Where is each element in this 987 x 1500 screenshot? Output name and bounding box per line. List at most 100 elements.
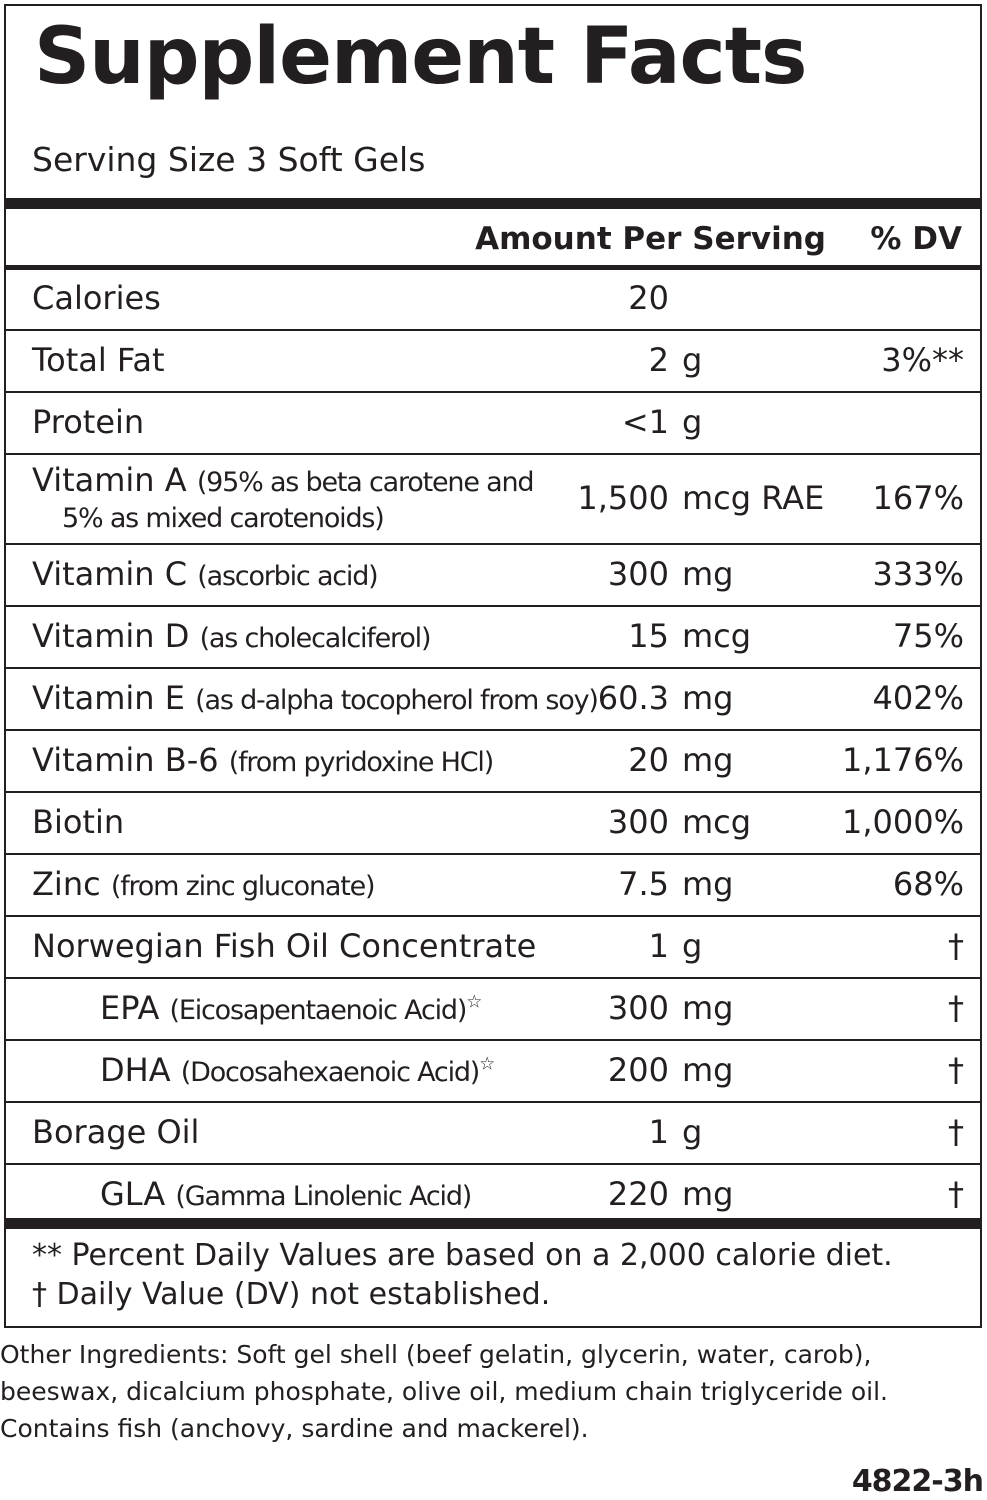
nutrient-label: EPA bbox=[100, 989, 160, 1027]
amount-quantity: 7.5 bbox=[618, 865, 669, 903]
nutrient-row: Vitamin C (ascorbic acid) 300 mg 333% bbox=[6, 545, 980, 607]
nutrient-row: Vitamin B-6 (from pyridoxine HCl) 20 mg 1,1… bbox=[6, 731, 980, 793]
footnote: † Daily Value (DV) not established. bbox=[32, 1277, 551, 1312]
nutrient-name: Vitamin A (95% as beta carotene and bbox=[32, 461, 535, 499]
nutrient-label: Zinc bbox=[32, 865, 101, 903]
nutrient-detail: (as d-alpha tocopherol from soy) bbox=[195, 685, 599, 716]
daily-value: † bbox=[948, 927, 964, 965]
nutrient-name: Biotin bbox=[32, 803, 124, 841]
nutrient-row: Vitamin E (as d-alpha tocopherol from so… bbox=[6, 669, 980, 731]
serving-size: Serving Size 3 Soft Gels bbox=[32, 140, 426, 179]
amount-quantity: 300 bbox=[607, 555, 669, 593]
nutrient-label: Vitamin C bbox=[32, 555, 188, 593]
daily-value: 3%** bbox=[881, 341, 964, 379]
nutrient-name: Vitamin B-6 (from pyridoxine HCl) bbox=[32, 741, 494, 779]
nutrient-label: Borage Oil bbox=[32, 1113, 200, 1151]
amount-unit: mg bbox=[682, 1175, 734, 1213]
nutrient-label: Vitamin D bbox=[32, 617, 190, 655]
nutrient-row: DHA (Docosahexaenoic Acid)☆ 200 mg † bbox=[6, 1041, 980, 1103]
facts-panel: Supplement Facts Serving Size 3 Soft Gel… bbox=[4, 4, 982, 1328]
amount-unit: g bbox=[682, 1113, 703, 1151]
amount-unit: mcg RAE bbox=[682, 479, 825, 517]
amount-quantity: 200 bbox=[607, 1051, 669, 1089]
divider bbox=[6, 198, 980, 209]
daily-value: 68% bbox=[892, 865, 964, 903]
amount-quantity: 20 bbox=[628, 279, 669, 317]
daily-value: 75% bbox=[892, 617, 964, 655]
nutrient-label: Total Fat bbox=[32, 341, 165, 379]
other-ingredients: Other Ingredients: Soft gel shell (beef … bbox=[0, 1340, 872, 1369]
nutrient-label: Biotin bbox=[32, 803, 125, 841]
daily-value: † bbox=[948, 1175, 964, 1213]
nutrient-label: Protein bbox=[32, 403, 145, 441]
amount-unit: mg bbox=[682, 741, 734, 779]
nutrient-row: Borage Oil 1 g † bbox=[6, 1103, 980, 1165]
product-code: 4822-3h bbox=[851, 1464, 984, 1499]
nutrient-name: Norwegian Fish Oil Concentrate bbox=[32, 927, 536, 965]
amount-unit: g bbox=[682, 341, 703, 379]
daily-value: 1,176% bbox=[841, 741, 964, 779]
nutrient-label: Calories bbox=[32, 279, 161, 317]
amount-quantity: 1 bbox=[648, 1113, 669, 1151]
other-ingredients: Contains fish (anchovy, sardine and mack… bbox=[0, 1414, 589, 1443]
daily-value: † bbox=[948, 1113, 964, 1151]
nutrient-row: Protein <1 g bbox=[6, 393, 980, 455]
amount-unit: mg bbox=[682, 555, 734, 593]
nutrient-name: Protein bbox=[32, 403, 144, 441]
nutrient-detail: (95% as beta carotene and bbox=[196, 467, 535, 498]
amount-quantity: 20 bbox=[628, 741, 669, 779]
daily-value: 167% bbox=[872, 479, 964, 517]
nutrient-row: Vitamin A (95% as beta carotene and 5% as… bbox=[6, 455, 980, 545]
nutrient-name: Vitamin E (as d-alpha tocopherol from so… bbox=[32, 679, 599, 717]
nutrient-row: Biotin 300 mcg 1,000% bbox=[6, 793, 980, 855]
amount-quantity: 300 bbox=[607, 989, 669, 1027]
nutrient-name: GLA (Gamma Linolenic Acid) bbox=[100, 1175, 472, 1213]
amount-unit: g bbox=[682, 927, 703, 965]
daily-value: 333% bbox=[872, 555, 964, 593]
nutrient-detail: (Gamma Linolenic Acid) bbox=[175, 1181, 472, 1212]
daily-value: † bbox=[948, 1051, 964, 1089]
nutrient-detail: 5% as mixed carotenoids) bbox=[62, 503, 385, 534]
amount-unit: mcg bbox=[682, 803, 752, 841]
nutrient-row: Zinc (from zinc gluconate) 7.5 mg 68% bbox=[6, 855, 980, 917]
amount-quantity: <1 bbox=[621, 403, 669, 441]
nutrient-label: DHA bbox=[100, 1051, 171, 1089]
nutrient-row: Calories 20 bbox=[6, 269, 980, 331]
nutrient-row: Norwegian Fish Oil Concentrate 1 g † bbox=[6, 917, 980, 979]
nutrient-name: EPA (Eicosapentaenoic Acid)☆ bbox=[100, 989, 482, 1027]
amount-unit: mcg bbox=[682, 617, 752, 655]
nutrient-name: Borage Oil bbox=[32, 1113, 199, 1151]
nutrient-row: Vitamin D (as cholecalciferol) 15 mcg 75% bbox=[6, 607, 980, 669]
nutrient-detail: (from zinc gluconate) bbox=[110, 871, 376, 902]
nutrient-detail: (ascorbic acid) bbox=[197, 561, 378, 592]
amount-unit: mg bbox=[682, 865, 734, 903]
amount-unit: mg bbox=[682, 1051, 734, 1089]
divider bbox=[6, 1218, 980, 1229]
daily-value: † bbox=[948, 989, 964, 1027]
nutrient-detail: (as cholecalciferol) bbox=[199, 623, 432, 654]
amount-quantity: 1,500 bbox=[577, 479, 669, 517]
amount-unit: g bbox=[682, 403, 703, 441]
nutrient-detail: (from pyridoxine HCl) bbox=[228, 747, 494, 778]
other-ingredients: beeswax, dicalcium phosphate, olive oil,… bbox=[0, 1377, 888, 1406]
nutrient-detail: (Eicosapentaenoic Acid) bbox=[169, 995, 468, 1026]
amount-quantity: 60.3 bbox=[597, 679, 669, 717]
nutrient-name: Zinc (from zinc gluconate) bbox=[32, 865, 376, 903]
daily-value: 402% bbox=[872, 679, 964, 717]
amount-quantity: 300 bbox=[607, 803, 669, 841]
dv-header: % DV bbox=[870, 221, 962, 257]
amount-unit: mg bbox=[682, 989, 734, 1027]
nutrient-label: Vitamin B-6 bbox=[32, 741, 219, 779]
nutrient-name: Vitamin C (ascorbic acid) bbox=[32, 555, 379, 593]
amount-quantity: 15 bbox=[628, 617, 669, 655]
nutrient-name: Vitamin D (as cholecalciferol) bbox=[32, 617, 432, 655]
amount-quantity: 220 bbox=[607, 1175, 669, 1213]
nutrient-label: GLA bbox=[100, 1175, 166, 1213]
footnote-mark: ☆ bbox=[466, 991, 483, 1013]
footnote-mark: ☆ bbox=[479, 1053, 496, 1075]
nutrient-detail: (Docosahexaenoic Acid) bbox=[180, 1057, 481, 1088]
nutrient-row: Total Fat 2 g 3%** bbox=[6, 331, 980, 393]
title: Supplement Facts bbox=[34, 12, 807, 102]
nutrient-label: Vitamin A bbox=[32, 461, 187, 499]
